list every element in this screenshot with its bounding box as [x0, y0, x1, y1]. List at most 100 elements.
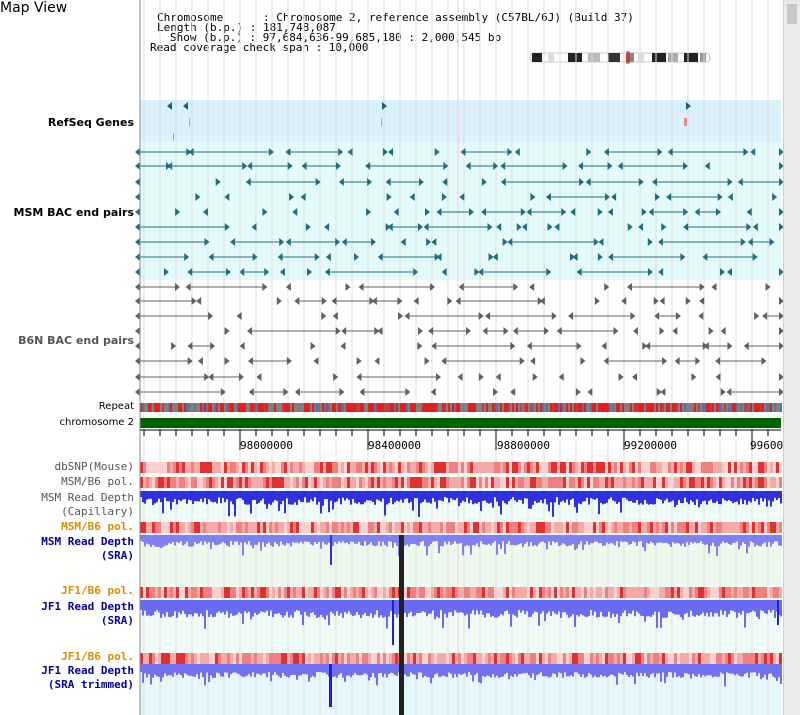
snp-heat-cell [350, 587, 353, 598]
snp-heat-cell [539, 653, 542, 664]
snp-heat-cell [494, 653, 497, 664]
depth-bar [520, 600, 522, 613]
depth-bar [490, 664, 492, 678]
snp-heat-cell [341, 477, 344, 488]
depth-bar [758, 664, 760, 674]
snp-heat-cell [770, 522, 773, 533]
snp-heat-cell [197, 587, 200, 598]
snp-heat-cell [755, 522, 758, 533]
snp-heat-cell [548, 522, 551, 533]
track-label-msm-b6-pol-2[interactable]: MSM/B6 pol. [61, 520, 134, 533]
snp-heat-cell [428, 477, 431, 488]
track-label-msm-bac[interactable]: MSM BAC end pairs [13, 206, 134, 219]
depth-bar [262, 535, 264, 543]
depth-bar [228, 535, 230, 547]
depth-bar [434, 491, 436, 502]
snp-heat-cell [443, 587, 446, 598]
snp-heat-cell [341, 653, 344, 664]
snp-heat-cell [272, 653, 275, 664]
depth-bar [738, 664, 740, 676]
snp-heat-cell [509, 522, 512, 533]
depth-bar [258, 664, 260, 674]
repeat-segment [684, 403, 686, 412]
snp-heat-cell [206, 462, 209, 473]
repeat-segment [236, 403, 238, 412]
repeat-segment [676, 403, 678, 412]
depth-bar [306, 491, 308, 503]
repeat-segment [520, 403, 522, 412]
depth-bar [270, 664, 272, 682]
depth-bar [488, 535, 490, 544]
b6n-bac-pair-left-end [431, 342, 437, 350]
depth-bar [554, 491, 556, 503]
snp-heat-cell [491, 477, 494, 488]
snp-heat-cell [557, 477, 560, 488]
depth-bar [618, 491, 620, 503]
depth-bar [618, 664, 620, 673]
vertical-scrollbar[interactable] [783, 0, 800, 715]
depth-bar [224, 600, 226, 615]
snp-heat-cell [530, 522, 533, 533]
snp-heat-cell [215, 587, 218, 598]
b6n-bac-pair-left-end [208, 373, 214, 381]
track-label-msm-b6-pol-1[interactable]: MSM/B6 pol. [61, 475, 134, 488]
repeat-segment [330, 403, 332, 412]
snp-heat-cell [455, 653, 458, 664]
track-label-b6n-bac[interactable]: B6N BAC end pairs [18, 334, 134, 347]
depth-bar [354, 664, 356, 673]
track-label-msm-depth-capillary[interactable]: MSM Read Depth (Capillary) [41, 491, 134, 519]
track-label-jf1-depth-trimmed[interactable]: JF1 Read Depth (SRA trimmed) [41, 664, 134, 692]
depth-bar [170, 535, 172, 544]
snp-heat-cell [392, 477, 395, 488]
track-label-msm-depth-sra[interactable]: MSM Read Depth (SRA) [41, 535, 134, 563]
msm-bac-pair-left-end [324, 268, 330, 276]
snp-heat-cell [470, 477, 473, 488]
snp-heat-cell [248, 477, 251, 488]
msm-bac-pair-right-end [163, 268, 169, 276]
depth-bar [700, 535, 702, 542]
depth-bar [606, 491, 608, 503]
snp-heat-cell [443, 477, 446, 488]
snp-heat-cell [506, 653, 509, 664]
scrollbar-thumb[interactable] [787, 4, 797, 24]
msm-bac-pair-left-end [607, 208, 613, 216]
depth-spike [399, 600, 404, 715]
repeat-segment [486, 403, 488, 412]
depth-bar [716, 664, 718, 677]
genome-track-canvas[interactable] [0, 0, 783, 715]
depth-bar [492, 535, 494, 544]
snp-heat-cell [617, 587, 620, 598]
depth-bar [646, 535, 648, 543]
chromosome-ideogram[interactable] [528, 51, 712, 65]
snp-heat-cell [197, 462, 200, 473]
depth-bar [598, 664, 600, 678]
depth-bar [430, 600, 432, 614]
snp-heat-cell [545, 587, 548, 598]
snp-heat-cell [317, 653, 320, 664]
repeat-segment [382, 403, 384, 412]
repeat-segment [498, 403, 500, 412]
snp-heat-cell [353, 462, 356, 473]
depth-bar [466, 664, 468, 677]
depth-bar [690, 491, 692, 501]
depth-bar [246, 600, 248, 614]
msm-bac-pair-right-end [289, 193, 295, 201]
track-label-jf1-depth-sra[interactable]: JF1 Read Depth (SRA) [41, 600, 134, 628]
repeat-segment [458, 403, 460, 412]
track-label-refseq[interactable]: RefSeq Genes [47, 116, 134, 129]
track-label-dbsnp[interactable]: dbSNP(Mouse) [54, 460, 134, 473]
repeat-segment [160, 403, 162, 412]
snp-heat-cell [518, 477, 521, 488]
depth-bar [256, 600, 258, 615]
snp-heat-cell [659, 653, 662, 664]
depth-bar [542, 600, 544, 612]
snp-heat-cell [686, 477, 689, 488]
repeat-segment [248, 403, 250, 412]
depth-bar [314, 664, 316, 678]
track-label-jf1-b6-pol-1[interactable]: JF1/B6 pol. [61, 584, 134, 597]
depth-bar [526, 664, 528, 673]
depth-bar [734, 491, 736, 503]
depth-bar [592, 491, 594, 500]
track-label-jf1-b6-pol-2[interactable]: JF1/B6 pol. [61, 650, 134, 663]
snp-heat-cell [329, 587, 332, 598]
